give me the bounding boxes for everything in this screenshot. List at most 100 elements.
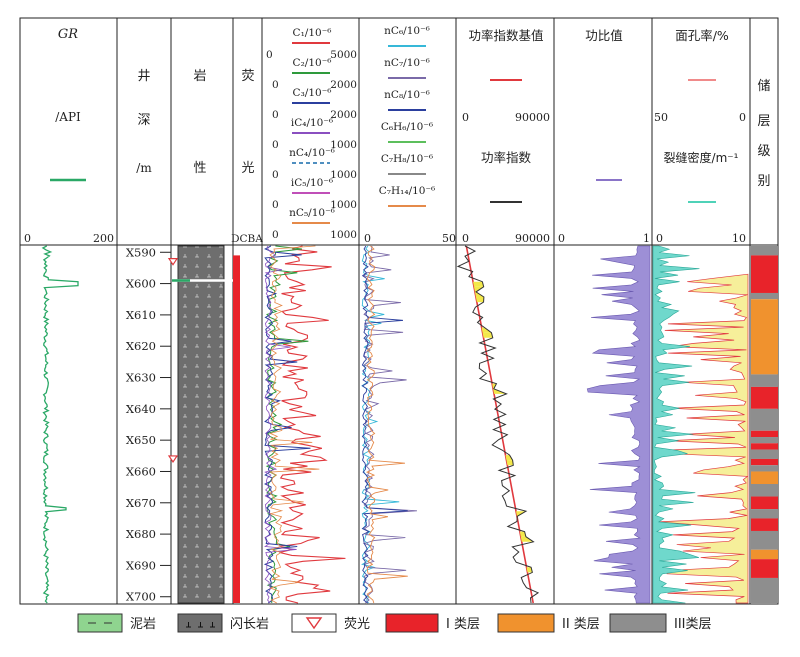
grade-interval-1	[751, 255, 778, 293]
fracture-area	[652, 245, 700, 604]
gr-unit: /API	[55, 110, 81, 124]
power-fill	[505, 455, 513, 461]
grade-interval-19	[751, 549, 778, 560]
depth-tick-label-1: X600	[126, 277, 156, 291]
depth-tick-label-4: X630	[126, 371, 156, 385]
gas1-max-0: 5000	[330, 49, 357, 61]
power-fill	[473, 281, 484, 287]
depth-tick-label-5: X640	[126, 402, 156, 416]
gas1-max-2: 2000	[330, 109, 357, 121]
power-base-title: 功率指数基值	[468, 28, 543, 43]
gas2-legend: nC₆/10⁻⁶ nC₇/10⁻⁶ nC₈/10⁻⁶ C₆H₆/10⁻⁶ C₇H₈/10…	[379, 25, 435, 207]
depth-title-3: /m	[136, 161, 152, 175]
gr-scale-max: 200	[93, 232, 114, 245]
power-index-curve	[456, 245, 540, 604]
c2-curve	[265, 245, 309, 604]
grade-interval-21	[751, 577, 778, 603]
ratio-title: 功比值	[585, 28, 623, 43]
gas1-min-2: 0	[272, 109, 279, 121]
gas2-label-4: C₇H₈/10⁻⁶	[381, 153, 433, 165]
ratio-scale-min: 0	[558, 232, 565, 245]
power-index-max: 90000	[515, 232, 550, 245]
power-fill	[482, 332, 493, 338]
c5-curve	[268, 245, 320, 604]
gas2-label-3: C₆H₆/10⁻⁶	[381, 121, 433, 133]
gas2-label-2: nC₈/10⁻⁶	[384, 89, 430, 101]
fluor-title-2: 光	[241, 161, 254, 176]
gas1-max-1: 2000	[330, 79, 357, 91]
c1-curve	[279, 245, 346, 604]
gas1-min-4: 0	[272, 169, 279, 181]
power-index-min: 0	[462, 232, 469, 245]
gas2-label-0: nC₆/10⁻⁶	[384, 25, 430, 37]
legend-label-4: II 类层	[562, 617, 600, 632]
power-base-max: 90000	[515, 111, 550, 124]
depth-tick-label-0: X590	[126, 245, 156, 259]
legend-label-1: 闪长岩	[230, 617, 269, 632]
grade-title-3: 级	[757, 144, 770, 159]
gas1-label-4: nC₄/10⁻⁶	[289, 147, 335, 159]
power-fill	[475, 297, 484, 303]
gas2-label-1: nC₇/10⁻⁶	[384, 57, 430, 69]
legend-mudstone-swatch	[77, 613, 123, 633]
legend-label-0: 泥岩	[130, 617, 156, 632]
gas1-max-4: 1000	[330, 169, 357, 181]
legend-diorite-mark	[186, 622, 191, 628]
legend-label-2: 荧光	[344, 617, 370, 632]
fluorescence-mark-0	[167, 258, 179, 266]
fluorescence-bar	[233, 255, 240, 604]
poro-scale-left: 50	[654, 111, 668, 124]
grade-interval-0	[751, 246, 778, 256]
grade-interval-2	[751, 292, 778, 300]
legend-label-3: I 类层	[446, 617, 480, 632]
depth-tick-label-7: X660	[126, 464, 156, 478]
gas1-label-2: C₃/10⁻⁶	[293, 87, 332, 99]
gas2-scale-min: 0	[364, 232, 371, 245]
gas1-min-6: 0	[272, 229, 279, 241]
fluorescence-mark-1	[167, 455, 179, 464]
ratio-scale-max: 1	[643, 232, 650, 245]
power-base-min: 0	[462, 111, 469, 124]
depth-title-1: 井	[137, 69, 150, 84]
depth-tick-label-11: X700	[126, 590, 156, 604]
power-fill	[520, 536, 534, 542]
lith-title-2: 性	[193, 161, 206, 176]
gas1-max-3: 1000	[330, 139, 357, 151]
grade-interval-7	[751, 430, 778, 438]
gas1-label-6: nC₅/10⁻⁶	[289, 207, 335, 219]
depth-tick-label-10: X690	[126, 558, 156, 572]
ic4-curve	[264, 245, 297, 604]
gas2-scale-max: 50	[442, 232, 456, 245]
grade-interval-3	[751, 299, 778, 375]
legend-diorite-mark	[210, 622, 215, 628]
frac-scale-max: 10	[732, 232, 746, 245]
plot-area: X590 X600 X610 X620 X630 X640 X650 X660 X670 X680…	[41, 245, 778, 604]
grade-interval-18	[751, 530, 778, 550]
lith-title-1: 岩	[193, 69, 206, 84]
fluor-scale: DCBA	[231, 233, 263, 245]
gr-scale-min: 0	[24, 232, 31, 245]
porosity-area	[653, 273, 749, 604]
grade-interval-4	[751, 374, 778, 387]
gas1-min-1: 0	[272, 79, 279, 91]
depth-tick-label-2: X610	[126, 308, 156, 322]
power-fill	[519, 531, 526, 537]
fluor-title-1: 荧	[241, 69, 254, 84]
grade-interval-11	[751, 458, 778, 466]
power-fill	[506, 460, 514, 466]
grade-interval-6	[751, 408, 778, 431]
power-index-title: 功率指数	[481, 150, 532, 165]
grade-interval-12	[751, 465, 778, 472]
gas1-min-5: 0	[272, 199, 279, 211]
grade-interval-5	[751, 386, 778, 409]
gr-title: GR	[58, 27, 78, 42]
gr-curve	[41, 245, 79, 604]
depth-tick-label-6: X650	[126, 433, 156, 447]
grade-interval-8	[751, 437, 778, 444]
depth-tick-label-8: X670	[126, 496, 156, 510]
gas1-max-6: 1000	[330, 229, 357, 241]
gas1-min-3: 0	[272, 139, 279, 151]
grade-title-4: 别	[757, 174, 770, 189]
legend-diorite-mark	[198, 622, 203, 628]
